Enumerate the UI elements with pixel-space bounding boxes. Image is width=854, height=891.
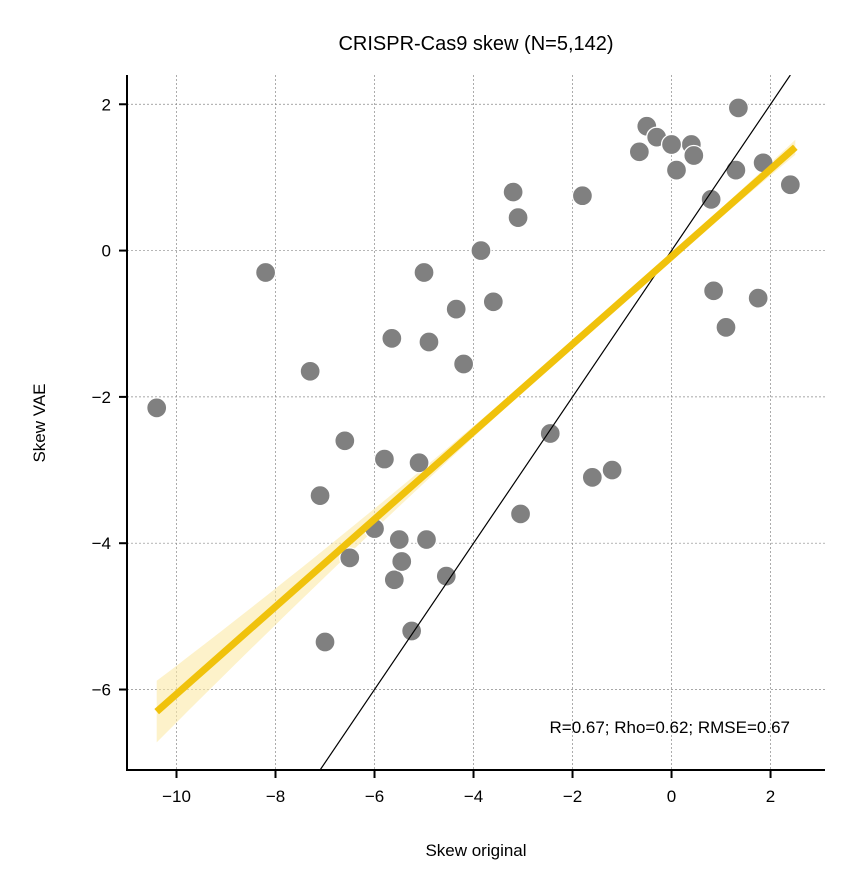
y-axis-label: Skew VAE (30, 383, 49, 462)
data-point (779, 174, 801, 196)
data-point (665, 159, 688, 181)
data-point (571, 185, 594, 207)
data-point (539, 422, 561, 445)
x-tick-label: 2 (766, 787, 775, 806)
data-point (413, 261, 435, 284)
data-point (388, 528, 410, 551)
regression-line (154, 144, 798, 715)
data-point (660, 133, 683, 156)
y-tick-label: −4 (92, 534, 111, 553)
stats-annotation: R=0.67; Rho=0.62; RMSE=0.67 (549, 718, 790, 737)
x-tick-label: 0 (667, 787, 676, 806)
x-axis-label: Skew original (425, 841, 526, 860)
axes: −10 −8 −6 −4 −2 0 2 −6 −4 −2 0 2 (92, 75, 825, 806)
data-point (747, 287, 769, 309)
data-point (470, 239, 492, 262)
data-point (381, 327, 403, 350)
data-point (581, 466, 603, 489)
data-point (727, 97, 750, 119)
data-point (314, 631, 336, 653)
y-tick-label: 0 (102, 242, 111, 261)
data-point (435, 565, 457, 587)
data-point (334, 430, 356, 452)
y-tick-label: 2 (102, 95, 111, 114)
data-point (502, 181, 524, 203)
data-point (601, 459, 623, 481)
data-point (445, 298, 467, 320)
y-tick-label: −6 (92, 681, 111, 700)
x-tick-label: −2 (563, 787, 582, 806)
fit-lines (154, 75, 798, 770)
x-tick-label: −6 (365, 787, 384, 806)
data-point (702, 280, 725, 302)
data-points (146, 97, 801, 653)
y-tick-label: −2 (92, 388, 111, 407)
data-point (254, 261, 277, 284)
data-point (700, 188, 722, 211)
data-point (400, 620, 423, 642)
data-point (383, 569, 405, 591)
chart-title: CRISPR-Cas9 skew (N=5,142) (338, 33, 613, 55)
data-point (373, 448, 396, 470)
grid (127, 75, 825, 770)
data-point (418, 331, 440, 353)
data-point (452, 353, 475, 375)
data-point (415, 528, 438, 551)
data-point (725, 159, 747, 181)
data-point (507, 207, 529, 229)
data-point (509, 503, 532, 525)
data-point (715, 316, 737, 339)
data-point (683, 144, 705, 167)
data-point (391, 550, 413, 573)
data-point (146, 397, 168, 419)
data-point (408, 452, 430, 474)
x-tick-label: −4 (464, 787, 483, 806)
x-tick-label: −10 (162, 787, 191, 806)
data-point (309, 485, 331, 507)
identity-line (319, 75, 791, 770)
data-point (339, 547, 361, 569)
data-point (628, 141, 651, 163)
data-point (482, 291, 504, 313)
data-point (299, 360, 321, 382)
x-tick-label: −8 (266, 787, 285, 806)
